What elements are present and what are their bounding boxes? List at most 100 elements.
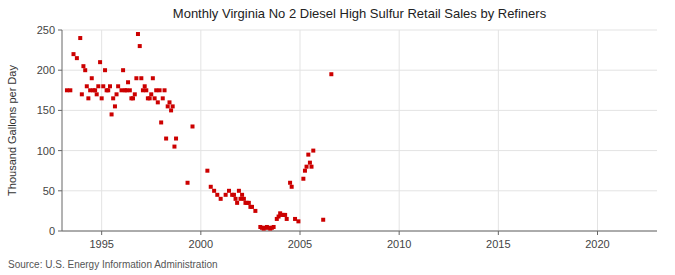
grid-line-y xyxy=(62,30,657,31)
tick-x xyxy=(101,231,102,235)
point xyxy=(171,104,175,108)
tick-label-x: 2015 xyxy=(486,238,510,250)
point xyxy=(163,88,167,92)
point xyxy=(247,201,251,205)
point xyxy=(235,201,239,205)
point xyxy=(156,100,160,104)
point xyxy=(68,88,72,92)
point xyxy=(227,189,231,193)
point xyxy=(209,185,213,189)
point xyxy=(164,137,168,141)
point xyxy=(272,225,276,229)
grid xyxy=(62,30,657,231)
point xyxy=(80,92,84,96)
point xyxy=(86,96,90,100)
grid-line-y xyxy=(62,110,657,111)
tick-label-y: 100 xyxy=(37,145,55,157)
point xyxy=(101,84,105,88)
point xyxy=(215,193,219,197)
point xyxy=(85,84,89,88)
point xyxy=(290,185,294,189)
tick-label-y: 150 xyxy=(37,104,55,116)
point xyxy=(128,88,132,92)
point xyxy=(161,96,165,100)
point xyxy=(136,32,140,36)
point xyxy=(310,165,314,169)
point xyxy=(96,84,100,88)
point xyxy=(311,149,315,153)
point xyxy=(232,193,236,197)
point xyxy=(108,84,112,88)
point xyxy=(288,181,292,185)
point xyxy=(149,92,153,96)
point xyxy=(126,80,130,84)
point xyxy=(237,189,241,193)
point xyxy=(98,60,102,64)
point xyxy=(296,219,300,223)
tick-label-y: 250 xyxy=(37,24,55,36)
tick-label-x: 2000 xyxy=(189,238,213,250)
point xyxy=(151,76,155,80)
tick-y xyxy=(58,70,62,71)
point xyxy=(224,193,228,197)
point xyxy=(169,108,173,112)
point xyxy=(138,44,142,48)
tick-label-y: 0 xyxy=(49,225,55,237)
tick-x xyxy=(597,231,598,235)
point xyxy=(205,169,209,173)
grid-line-x xyxy=(597,30,598,231)
point xyxy=(153,96,157,100)
grid-line-y xyxy=(62,190,657,191)
point xyxy=(308,161,312,165)
grid-line-y xyxy=(62,150,657,151)
tick-label-x: 2010 xyxy=(387,238,411,250)
tick-x xyxy=(300,231,301,235)
points xyxy=(65,32,333,231)
tick-y xyxy=(58,190,62,191)
grid-line-y xyxy=(62,231,657,232)
point xyxy=(186,181,190,185)
point xyxy=(93,88,97,92)
tick-label-y: 50 xyxy=(43,185,55,197)
grid-line-x xyxy=(300,30,301,231)
point xyxy=(143,84,147,88)
point xyxy=(303,169,307,173)
point xyxy=(121,68,125,72)
tick-label-y: 200 xyxy=(37,64,55,76)
point xyxy=(166,104,170,108)
point xyxy=(159,120,163,124)
axes: 050100150200250199520002005201020152020 xyxy=(37,24,657,250)
point xyxy=(106,88,110,92)
point xyxy=(191,124,195,128)
point xyxy=(242,197,246,201)
grid-line-y xyxy=(62,70,657,71)
point xyxy=(234,197,238,201)
tick-label-x: 1995 xyxy=(89,238,113,250)
tick-y xyxy=(58,231,62,232)
point xyxy=(305,165,309,169)
point xyxy=(253,209,257,213)
tick-x xyxy=(200,231,201,235)
point xyxy=(329,72,333,76)
grid-line-x xyxy=(200,30,201,231)
point xyxy=(285,217,289,221)
point xyxy=(103,68,107,72)
point xyxy=(158,88,162,92)
point xyxy=(144,88,148,92)
point xyxy=(139,76,143,80)
point xyxy=(78,36,82,40)
tick-x xyxy=(498,231,499,235)
point xyxy=(95,92,99,96)
point xyxy=(72,52,76,56)
point xyxy=(134,76,138,80)
point xyxy=(100,96,104,100)
tick-label-x: 2005 xyxy=(288,238,312,250)
point xyxy=(148,96,152,100)
y-axis-label: Thousand Gallons per Day xyxy=(6,65,18,196)
axis-y xyxy=(62,30,63,231)
tick-y xyxy=(58,30,62,31)
axis-x xyxy=(62,231,657,232)
point xyxy=(81,64,85,68)
point xyxy=(131,96,135,100)
point xyxy=(167,100,171,104)
